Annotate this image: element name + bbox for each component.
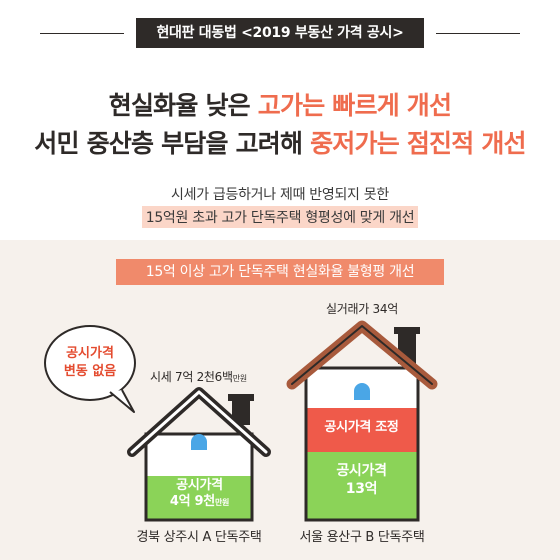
headline-line-2-plain: 서민 중산층 부담을 고려해 [34, 129, 311, 158]
headline-line-1-plain: 현실화율 낮은 [108, 91, 258, 120]
house-a-window-icon [191, 434, 207, 450]
house-b-price-value: 13억 [345, 481, 378, 497]
house-a-price-title: 공시가격 [176, 478, 223, 493]
house-a-illustration [127, 387, 271, 522]
house-a-price: 공시가격 4억 9천만원 [148, 478, 251, 511]
house-b-price: 공시가격 13억 [307, 462, 416, 498]
house-a-market-unit: 만원 [232, 374, 247, 383]
subtext-line-2-wrap: 15억원 초과 고가 단독주택 형평성에 맞게 개선 [0, 206, 560, 228]
subtext-line-2: 15억원 초과 고가 단독주택 형평성에 맞게 개선 [141, 206, 419, 228]
headline-line-1-accent: 고가는 빠르게 개선 [257, 91, 452, 120]
bubble-line-2: 변동 없음 [63, 364, 117, 379]
house-a-price-value: 4억 9천 [169, 494, 215, 509]
house-a-fill [147, 476, 251, 519]
house-a-price-unit: 만원 [214, 498, 230, 507]
house-b-illustration [286, 320, 438, 522]
house-a-price-value-line: 4억 9천만원 [148, 494, 251, 511]
house-b-adjust-label: 공시가격 조정 [324, 420, 399, 435]
house-b-window-icon [354, 383, 370, 400]
house-b-market-price: 실거래가 34억 [326, 302, 398, 316]
house-b-adjust-fill [307, 408, 417, 452]
subtext-line-1: 시세가 급등하거나 제때 반영되지 못한 [171, 187, 389, 203]
section-band-title: 15억 이상 고가 단독주택 현실화율 불형평 개선 [116, 259, 444, 285]
house-a-market-price: 시세 7억 2천6백만원 [150, 368, 247, 385]
house-a-market-label: 시세 7억 2천6백 [150, 370, 233, 384]
headline-line-2-accent: 중저가는 점진적 개선 [310, 129, 526, 158]
speech-bubble: 공시가격 변동 없음 [44, 325, 136, 401]
header-tag: 현대판 대동법 <2019 부동산 가격 공시> [40, 18, 520, 48]
speech-bubble-tail [109, 389, 135, 413]
house-b-price-title: 공시가격 [336, 463, 387, 479]
headline-line-1: 현실화율 낮은 고가는 빠르게 개선 [0, 86, 560, 122]
headline-line-2: 서민 중산층 부담을 고려해 중저가는 점진적 개선 [0, 124, 560, 160]
house-b-location: 서울 용산구 B 단독주택 [299, 530, 425, 545]
bubble-line-1: 공시가격 [66, 346, 114, 361]
house-a-location: 경북 상주시 A 단독주택 [136, 530, 262, 545]
house-b-fill [307, 452, 417, 519]
